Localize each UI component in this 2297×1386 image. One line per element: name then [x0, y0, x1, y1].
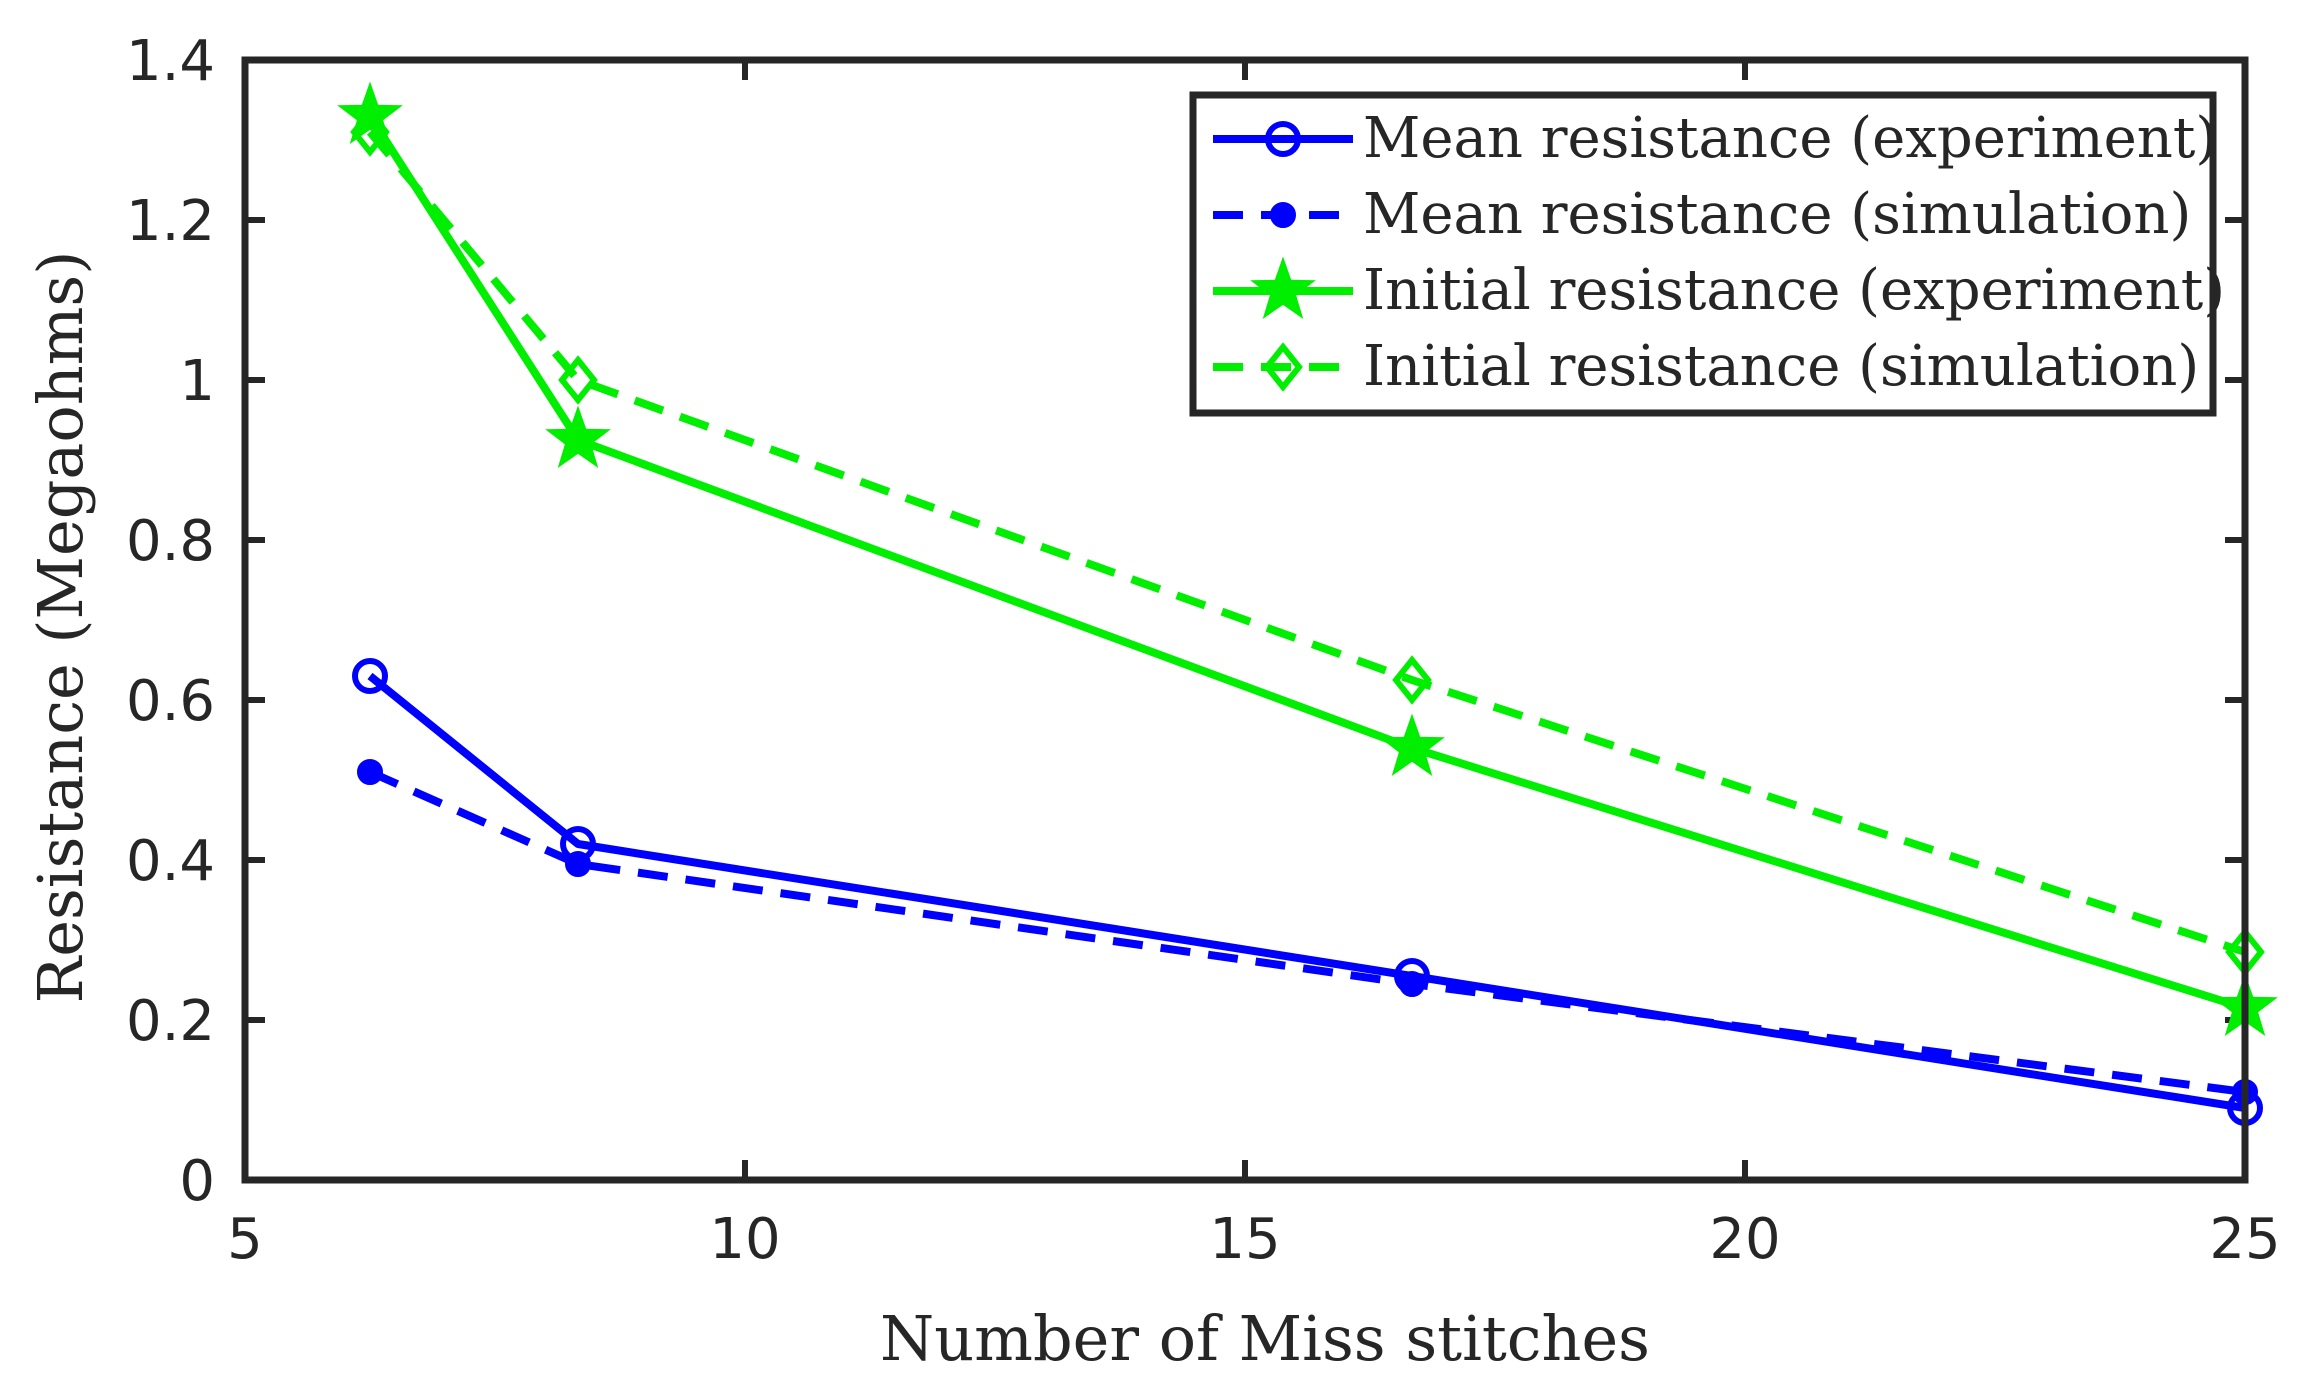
- data-point: [337, 81, 403, 145]
- y-tick-label: 0: [179, 1149, 215, 1214]
- data-point: [357, 759, 383, 785]
- data-point: [560, 826, 596, 862]
- x-tick-label: 10: [709, 1207, 780, 1272]
- legend-label: Initial resistance (simulation): [1363, 334, 2199, 399]
- y-tick-label: 1.2: [126, 189, 215, 254]
- legend-box: [1189, 91, 2217, 417]
- legend-swatch-marker: [1263, 342, 1303, 392]
- y-axis-label: Resistance (Megaohms): [24, 251, 97, 1004]
- y-tick-label: 0.6: [126, 669, 215, 734]
- x-axis-label: Number of Miss stitches: [880, 1302, 1650, 1375]
- legend-item: Initial resistance (experiment): [1213, 256, 2225, 323]
- x-tick-label: 25: [2209, 1207, 2280, 1272]
- legend-swatch-marker: [1265, 121, 1301, 157]
- legend: Mean resistance (experiment) Mean resista…: [1189, 91, 2225, 417]
- legend-item: Initial resistance (simulation): [1213, 334, 2199, 399]
- y-tick-label: 0.2: [126, 989, 215, 1054]
- legend-item: Mean resistance (experiment): [1213, 106, 2217, 171]
- data-point: [1392, 655, 1432, 705]
- series-line: [366, 113, 2247, 1012]
- x-tick-label: 20: [1709, 1207, 1780, 1272]
- series-line: [366, 129, 2247, 956]
- legend-item: Mean resistance (simulation): [1213, 182, 2191, 247]
- y-tick-label: 1.4: [126, 29, 215, 94]
- y-tick-label: 0.8: [126, 509, 215, 574]
- x-tick-label: 5: [227, 1207, 263, 1272]
- legend-label: Mean resistance (experiment): [1363, 106, 2217, 171]
- series-line: [367, 672, 2246, 1112]
- legend-swatch-marker: [1270, 202, 1296, 228]
- data-point: [558, 355, 598, 405]
- y-tick-label: 0.4: [126, 829, 215, 894]
- axes-box: [241, 56, 2249, 1184]
- data-point: [545, 405, 611, 469]
- plot-area: 5 10 15 20 25 0 0.2 0.4 0.6 0.8 1 1.2 1.4: [126, 29, 2281, 1272]
- legend-swatch-marker: [1250, 256, 1316, 320]
- data-point: [352, 658, 388, 694]
- data-point: [1379, 713, 1445, 777]
- legend-label: Initial resistance (experiment): [1363, 258, 2225, 323]
- y-tick-label: 1: [179, 349, 215, 414]
- data-point: [1394, 958, 1430, 994]
- x-tick-label: 15: [1209, 1207, 1280, 1272]
- legend-label: Mean resistance (simulation): [1363, 182, 2191, 247]
